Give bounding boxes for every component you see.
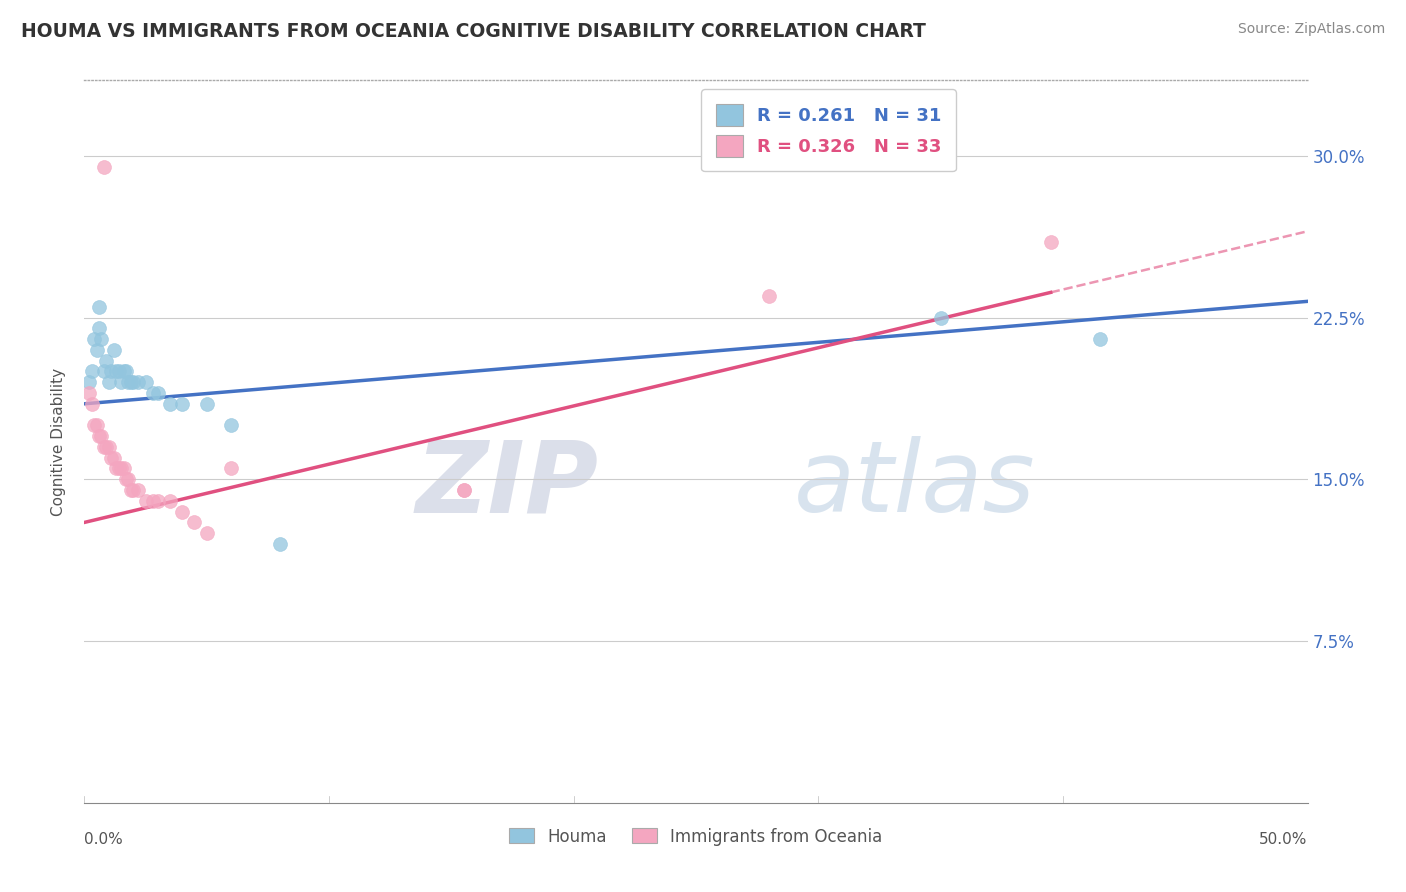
Point (115, 364, 138, 378)
Text: Source: ZipAtlas.com: Source: ZipAtlas.com (1237, 22, 1385, 37)
Point (87, 429, 110, 443)
Legend: Houma, Immigrants from Oceania: Houma, Immigrants from Oceania (502, 821, 890, 852)
Point (172, 397, 194, 411)
Point (117, 376, 139, 390)
Point (159, 397, 181, 411)
Point (97, 440, 120, 454)
Point (195, 397, 218, 411)
Point (142, 386, 165, 401)
Point (120, 376, 142, 390)
Point (103, 450, 125, 465)
Point (127, 483, 149, 497)
Point (86, 343, 108, 357)
Point (122, 483, 145, 497)
Text: 0.0%: 0.0% (84, 831, 124, 847)
Point (195, 526, 218, 541)
Point (86, 418, 108, 433)
Point (110, 376, 132, 390)
Point (96, 440, 118, 454)
Point (172, 505, 194, 519)
Point (80, 364, 103, 378)
Point (1088, 332, 1111, 346)
Point (93, 160, 115, 174)
Point (110, 461, 132, 475)
Point (115, 472, 138, 486)
Point (146, 493, 169, 508)
Text: 50.0%: 50.0% (1260, 831, 1308, 847)
Point (100, 364, 122, 378)
Point (159, 493, 181, 508)
Point (77, 376, 100, 390)
Point (120, 483, 142, 497)
Point (135, 493, 157, 508)
Point (87, 321, 110, 335)
Point (90, 429, 112, 443)
Point (107, 461, 129, 475)
Point (1039, 235, 1062, 249)
Point (929, 310, 952, 325)
Point (135, 376, 157, 390)
Point (146, 386, 169, 401)
Point (105, 461, 128, 475)
Text: atlas: atlas (794, 436, 1035, 533)
Point (90, 332, 112, 346)
Point (93, 440, 115, 454)
Point (93, 364, 115, 378)
Point (127, 376, 149, 390)
Point (112, 364, 135, 378)
Point (183, 516, 205, 530)
Point (269, 537, 291, 551)
Point (107, 364, 129, 378)
Text: HOUMA VS IMMIGRANTS FROM OCEANIA COGNITIVE DISABILITY CORRELATION CHART: HOUMA VS IMMIGRANTS FROM OCEANIA COGNITI… (21, 22, 927, 41)
Point (103, 343, 125, 357)
Point (77, 386, 100, 401)
Point (80, 397, 103, 411)
Point (219, 461, 242, 475)
Point (105, 364, 128, 378)
Point (117, 472, 139, 486)
Point (112, 461, 135, 475)
Point (122, 376, 145, 390)
Point (83, 418, 105, 433)
Point (87, 300, 110, 314)
Point (142, 493, 165, 508)
Point (219, 418, 242, 433)
Point (453, 483, 475, 497)
Point (453, 483, 475, 497)
Point (83, 332, 105, 346)
Point (96, 353, 118, 368)
Point (100, 450, 122, 465)
Point (97, 376, 120, 390)
Text: ZIP: ZIP (415, 436, 598, 533)
Point (758, 289, 780, 303)
Y-axis label: Cognitive Disability: Cognitive Disability (51, 368, 66, 516)
